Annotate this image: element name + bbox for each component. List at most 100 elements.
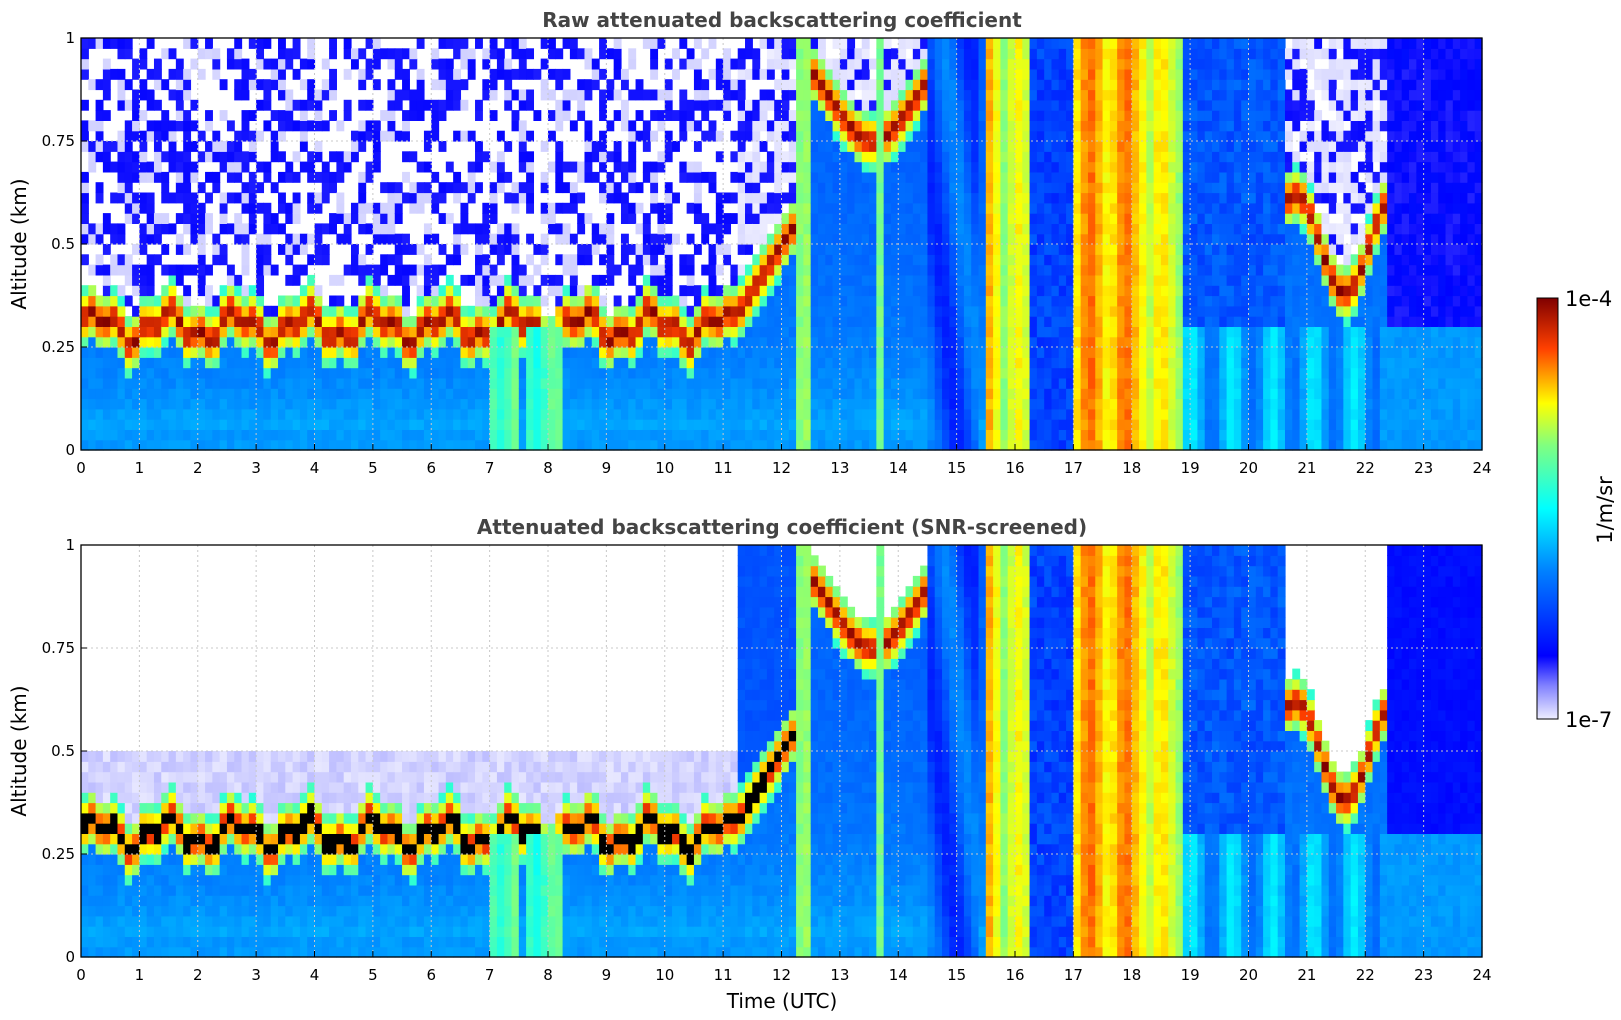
heatmap-cell <box>993 161 1002 173</box>
heatmap-cell <box>876 141 885 152</box>
heatmap-cell <box>876 419 885 430</box>
heatmap-cell <box>482 408 491 420</box>
heatmap-cell <box>803 192 812 204</box>
heatmap-cell <box>453 48 462 60</box>
heatmap-cell <box>854 377 863 389</box>
heatmap-cell <box>701 398 710 410</box>
heatmap-cell <box>423 192 432 204</box>
heatmap-cell <box>810 182 819 194</box>
heatmap-cell <box>241 182 250 194</box>
heatmap-cell <box>234 388 243 400</box>
heatmap-cell <box>723 79 732 91</box>
heatmap-cell <box>774 182 783 194</box>
heatmap-cell <box>438 316 447 327</box>
heatmap-cell <box>460 419 469 430</box>
heatmap-cell <box>511 274 520 286</box>
heatmap-cell <box>956 182 965 194</box>
heatmap-cell <box>445 295 454 307</box>
heatmap-cell <box>1051 419 1060 430</box>
heatmap-cell <box>606 347 615 358</box>
heatmap-cell <box>256 58 265 70</box>
heatmap-cell <box>861 305 870 317</box>
heatmap-cell <box>686 326 695 338</box>
heatmap-cell <box>438 388 447 400</box>
heatmap-cell <box>1022 336 1031 348</box>
heatmap-cell <box>817 285 826 297</box>
heatmap-cell <box>336 316 345 327</box>
heatmap-cell <box>124 316 133 327</box>
heatmap-cell <box>110 326 119 338</box>
heatmap-cell <box>146 264 155 276</box>
heatmap-cell <box>978 264 987 276</box>
heatmap-cell <box>314 110 323 121</box>
heatmap-cell <box>993 213 1002 224</box>
heatmap-cell <box>942 408 950 420</box>
heatmap-cell <box>1066 192 1074 204</box>
heatmap-cell <box>723 285 732 297</box>
heatmap-cell <box>620 233 629 245</box>
heatmap-cell <box>219 110 228 121</box>
heatmap-cell <box>679 89 688 101</box>
heatmap-cell <box>504 336 513 348</box>
heatmap-cell <box>299 408 308 420</box>
heatmap-cell <box>1087 161 1096 173</box>
heatmap-cell <box>1015 182 1023 194</box>
heatmap-cell <box>438 264 447 276</box>
heatmap-cell <box>248 429 257 441</box>
heatmap-cell <box>620 367 629 379</box>
heatmap-cell <box>511 429 520 441</box>
heatmap-cell <box>321 419 330 430</box>
heatmap-cell <box>102 79 111 91</box>
heatmap-cell <box>890 151 899 163</box>
heatmap-cell <box>912 141 921 152</box>
heatmap-cell <box>153 213 162 224</box>
heatmap-cell <box>1102 99 1111 111</box>
heatmap-cell <box>774 377 783 389</box>
heatmap-cell <box>978 398 987 410</box>
heatmap-cell <box>628 213 637 224</box>
heatmap-cell <box>197 347 206 358</box>
heatmap-cell <box>693 295 702 307</box>
heatmap-cell <box>817 326 826 338</box>
heatmap-cell <box>1051 141 1060 152</box>
heatmap-cell <box>1015 274 1023 286</box>
heatmap-cell <box>869 233 877 245</box>
heatmap-cell <box>847 58 856 70</box>
heatmap-cell <box>912 161 921 173</box>
heatmap-cell <box>1160 58 1169 70</box>
heatmap-cell <box>467 367 476 379</box>
heatmap-cell <box>1051 223 1060 235</box>
heatmap-cell <box>1036 223 1045 235</box>
heatmap-cell <box>555 110 564 121</box>
heatmap-cell <box>350 408 359 420</box>
heatmap-cell <box>1124 377 1133 389</box>
heatmap-cell <box>1095 161 1104 173</box>
heatmap-cell <box>912 151 921 163</box>
heatmap-cell <box>635 398 644 410</box>
heatmap-cell <box>489 213 498 224</box>
heatmap-cell <box>796 295 804 307</box>
heatmap-cell <box>241 367 250 379</box>
heatmap-cell <box>1073 264 1082 276</box>
heatmap-cell <box>737 305 746 317</box>
heatmap-cell <box>205 439 213 451</box>
heatmap-cell <box>205 336 213 348</box>
heatmap-cell <box>321 388 330 400</box>
heatmap-cell <box>562 264 571 276</box>
heatmap-cell <box>336 377 345 389</box>
heatmap-cell <box>548 367 556 379</box>
heatmap-cell <box>263 213 272 224</box>
heatmap-cell <box>810 357 819 369</box>
heatmap-cell <box>898 367 907 379</box>
heatmap-cell <box>679 398 688 410</box>
heatmap-cell <box>752 192 761 204</box>
heatmap-cell <box>898 274 907 286</box>
heatmap-cell <box>314 439 323 451</box>
heatmap-cell <box>766 326 775 338</box>
heatmap-cell <box>358 223 367 235</box>
heatmap-cell <box>591 357 600 369</box>
heatmap-cell <box>423 233 432 245</box>
heatmap-cell <box>803 336 812 348</box>
heatmap-cell <box>132 305 140 317</box>
heatmap-cell <box>132 99 140 111</box>
